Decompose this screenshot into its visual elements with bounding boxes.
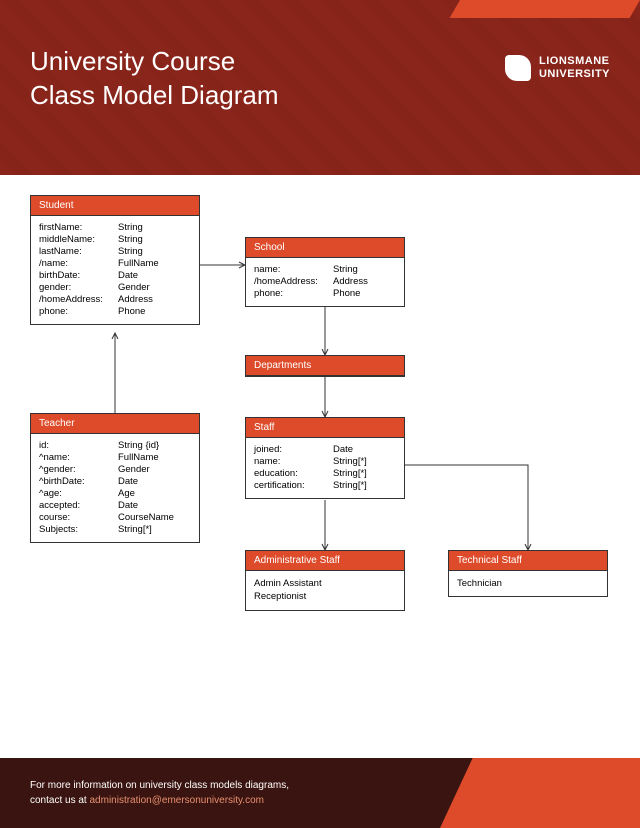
attribute-row: ^birthDate:Date	[39, 476, 191, 487]
class-title: Staff	[246, 418, 404, 438]
body-line: Technician	[457, 577, 599, 590]
class-body: joined:Datename:String[*]education:Strin…	[246, 438, 404, 498]
attribute-row: certification:String[*]	[254, 480, 396, 491]
attribute-row: ^name:FullName	[39, 452, 191, 463]
attribute-row: /homeAddress:Address	[254, 276, 396, 287]
attribute-row: phone:Phone	[39, 306, 191, 317]
title-line-2: Class Model Diagram	[30, 80, 279, 110]
attribute-row: firstName:String	[39, 222, 191, 233]
attribute-row: id:String {id}	[39, 440, 191, 451]
class-student: StudentfirstName:StringmiddleName:String…	[30, 195, 200, 325]
attribute-row: name:String	[254, 264, 396, 275]
class-departments: Departments	[245, 355, 405, 377]
class-title: Teacher	[31, 414, 199, 434]
attribute-row: /name:FullName	[39, 258, 191, 269]
attribute-row: ^gender:Gender	[39, 464, 191, 475]
class-title: Departments	[246, 356, 404, 376]
class-body: firstName:StringmiddleName:StringlastNam…	[31, 216, 199, 324]
attribute-row: /homeAddress:Address	[39, 294, 191, 305]
attribute-row: Subjects:String[*]	[39, 524, 191, 535]
lion-icon	[505, 55, 531, 81]
body-line: Receptionist	[254, 590, 396, 603]
class-body: Technician	[449, 571, 607, 596]
attribute-row: course:CourseName	[39, 512, 191, 523]
class-body: id:String {id}^name:FullName^gender:Gend…	[31, 434, 199, 542]
attribute-row: ^age:Age	[39, 488, 191, 499]
class-tech: Technical Staff Technician	[448, 550, 608, 597]
footer: For more information on university class…	[0, 758, 640, 828]
header: University Course Class Model Diagram LI…	[0, 0, 640, 175]
attribute-row: education:String[*]	[254, 468, 396, 479]
body-line: Admin Assistant	[254, 577, 396, 590]
attribute-row: accepted:Date	[39, 500, 191, 511]
logo-text: LIONSMANE UNIVERSITY	[539, 55, 610, 81]
class-title: Administrative Staff	[246, 551, 404, 571]
class-body: name:String/homeAddress:Addressphone:Pho…	[246, 258, 404, 306]
class-admin: Administrative StaffAdmin AssistantRecep…	[245, 550, 405, 611]
class-title: School	[246, 238, 404, 258]
attribute-row: phone:Phone	[254, 288, 396, 299]
contact-email[interactable]: administration@emersonuniversity.com	[89, 795, 263, 806]
attribute-row: lastName:String	[39, 246, 191, 257]
attribute-row: gender:Gender	[39, 282, 191, 293]
attribute-row: joined:Date	[254, 444, 396, 455]
class-diagram: StudentfirstName:StringmiddleName:String…	[0, 195, 640, 755]
class-title: Student	[31, 196, 199, 216]
footer-text: For more information on university class…	[30, 778, 610, 808]
university-logo: LIONSMANE UNIVERSITY	[505, 55, 610, 81]
class-school: Schoolname:String/homeAddress:Addresspho…	[245, 237, 405, 307]
title-line-1: University Course	[30, 46, 235, 76]
attribute-row: middleName:String	[39, 234, 191, 245]
class-teacher: Teacherid:String {id}^name:FullName^gend…	[30, 413, 200, 543]
attribute-row: name:String[*]	[254, 456, 396, 467]
class-staff: Staffjoined:Datename:String[*]education:…	[245, 417, 405, 499]
class-body: Admin AssistantReceptionist	[246, 571, 404, 610]
class-title: Technical Staff	[449, 551, 607, 571]
attribute-row: birthDate:Date	[39, 270, 191, 281]
